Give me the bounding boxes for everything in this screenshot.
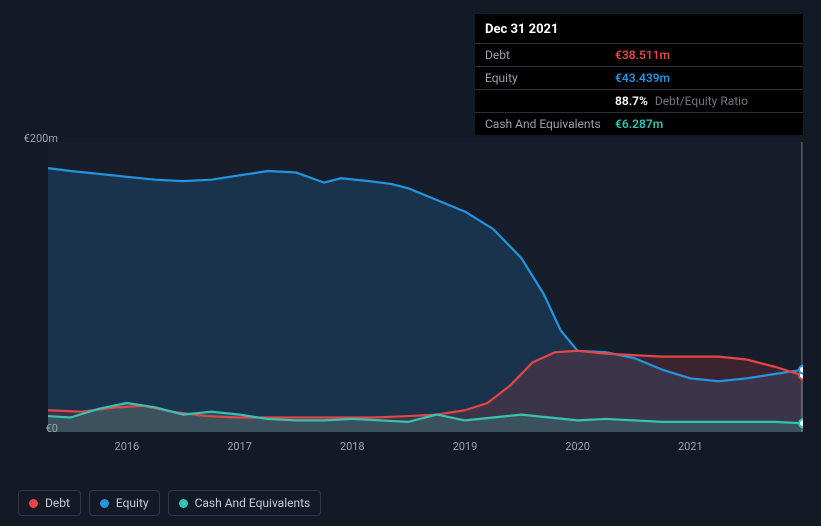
x-tick-label: 2018 [340, 440, 365, 453]
tooltip-suffix: Debt/Equity Ratio [652, 94, 748, 108]
legend-item-cash[interactable]: Cash And Equivalents [168, 490, 322, 516]
tooltip-label: Debt [485, 48, 615, 62]
equity-marker [799, 366, 803, 374]
legend-dot-icon [100, 499, 109, 508]
tooltip-row: Debt€38.511m [475, 43, 803, 66]
tooltip-label: Equity [485, 71, 615, 85]
y-tick-label: €200m [18, 132, 58, 145]
x-tick-label: 2020 [565, 440, 590, 453]
chart-tooltip: Dec 31 2021 Debt€38.511mEquity€43.439m88… [475, 14, 803, 135]
tooltip-date: Dec 31 2021 [475, 14, 803, 43]
x-tick-label: 2019 [453, 440, 478, 453]
tooltip-row: Equity€43.439m [475, 66, 803, 89]
tooltip-label [485, 94, 615, 108]
legend-label: Cash And Equivalents [195, 496, 311, 510]
legend-dot-icon [29, 499, 38, 508]
tooltip-label: Cash And Equivalents [485, 117, 615, 131]
y-tick-label: €0 [18, 422, 58, 435]
tooltip-value: €38.511m [615, 48, 670, 62]
x-tick-label: 2016 [115, 440, 140, 453]
chart-container: €200m €0 2016 2017 2018 2019 2020 2021 [18, 120, 803, 480]
tooltip-value: €6.287m [615, 117, 663, 131]
legend-label: Debt [45, 496, 70, 510]
cash-marker [799, 419, 803, 427]
tooltip-row: 88.7% Debt/Equity Ratio [475, 89, 803, 112]
plot-area[interactable] [48, 142, 803, 432]
tooltip-row: Cash And Equivalents€6.287m [475, 112, 803, 135]
legend-dot-icon [179, 499, 188, 508]
tooltip-value: 88.7% Debt/Equity Ratio [615, 94, 748, 108]
legend: Debt Equity Cash And Equivalents [18, 490, 321, 516]
x-tick-label: 2017 [227, 440, 252, 453]
x-tick-label: 2021 [678, 440, 703, 453]
legend-item-equity[interactable]: Equity [89, 490, 160, 516]
tooltip-value: €43.439m [615, 71, 670, 85]
legend-item-debt[interactable]: Debt [18, 490, 81, 516]
legend-label: Equity [116, 496, 149, 510]
